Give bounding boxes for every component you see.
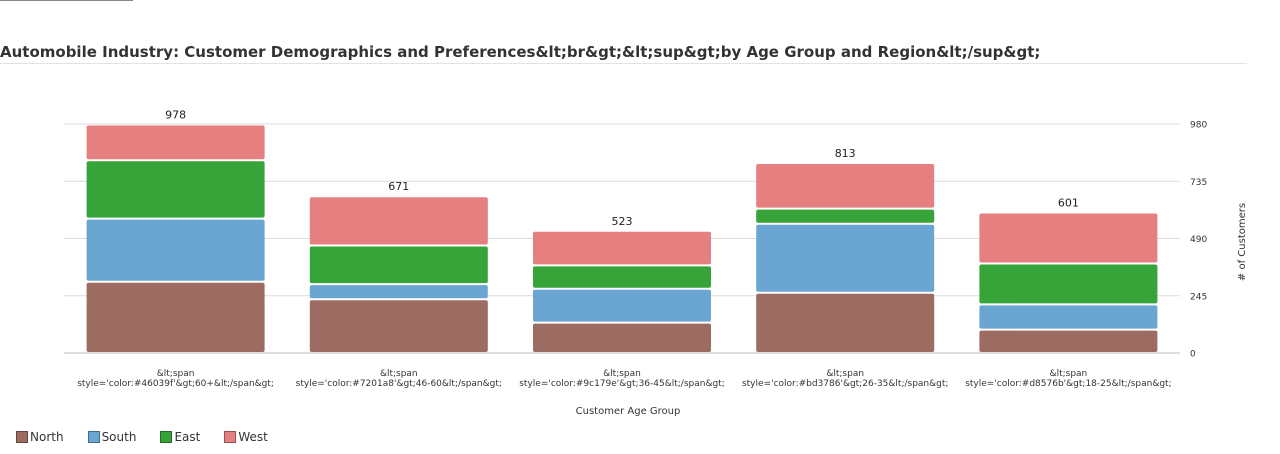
x-tick-label: style='color:#bd3786'&gt;26-35&lt;/span&… — [742, 379, 948, 389]
top-rule — [0, 0, 133, 1]
x-tick-label: style='color:#d8576b'&gt;18-25&lt;/span&… — [965, 379, 1171, 389]
y-tick-label: 490 — [1190, 235, 1207, 245]
x-tick-label: &lt;span — [603, 369, 641, 379]
legend: North South East West — [16, 430, 268, 444]
y-axis-label: # of Customers — [1237, 203, 1248, 281]
y-tick-label: 735 — [1190, 178, 1207, 188]
x-tick-label: &lt;span — [157, 369, 195, 379]
x-tick-label: &lt;span — [826, 369, 864, 379]
bar-segment-south — [309, 285, 488, 299]
x-axis-label: Customer Age Group — [576, 406, 681, 417]
bar-total-label: 523 — [612, 215, 633, 228]
bar-segment-west — [756, 164, 935, 208]
bar-segment-east — [309, 246, 488, 284]
bar-total-label: 978 — [165, 108, 186, 121]
bar-total-label: 813 — [835, 147, 856, 160]
legend-swatch — [160, 431, 173, 443]
bar-segment-north — [309, 300, 488, 352]
bar-segment-south — [979, 305, 1158, 329]
legend-label: East — [174, 430, 201, 444]
bar-segment-north — [756, 293, 935, 352]
bar-segment-north — [86, 282, 265, 352]
y-tick-label: 245 — [1190, 292, 1207, 302]
legend-swatch — [224, 431, 237, 443]
bar-total-label: 601 — [1058, 197, 1079, 210]
bar-segment-west — [533, 231, 711, 265]
x-tick-label: style='color:#9c179e'&gt;36-45&lt;/span&… — [519, 379, 725, 389]
legend-label: West — [238, 430, 268, 444]
bar-segment-north — [533, 323, 711, 352]
x-tick-label: &lt;span — [380, 369, 418, 379]
legend-swatch — [16, 431, 28, 443]
bar-total-label: 671 — [388, 180, 409, 193]
title-divider — [0, 63, 1247, 64]
legend-item-south[interactable]: South — [87, 430, 137, 444]
bar-segment-north — [979, 330, 1158, 352]
y-tick-label: 0 — [1190, 350, 1196, 360]
total-labels: 978 671 523 813 601 — [165, 108, 1079, 227]
bar-segment-east — [756, 209, 935, 223]
bar-segment-east — [979, 264, 1158, 304]
bar-segment-south — [756, 224, 935, 292]
bars — [86, 125, 1158, 352]
legend-label: South — [101, 430, 137, 444]
x-tick-label: style='color:#7201a8'&gt;46-60&lt;/span&… — [296, 379, 502, 389]
x-tick-label: &lt;span — [1050, 369, 1088, 379]
x-tick-label: style='color:#46039f'&gt;60+&lt;/span&gt… — [77, 379, 274, 389]
chart-title: Automobile Industry: Customer Demographi… — [0, 43, 1041, 61]
bar-segment-west — [86, 125, 265, 160]
legend-item-east[interactable]: East — [160, 430, 200, 444]
legend-item-north[interactable]: North — [16, 430, 64, 444]
bar-segment-south — [533, 289, 711, 322]
legend-label: North — [30, 430, 64, 444]
x-axis-ticks: &lt;spanstyle='color:#46039f'&gt;60+&lt;… — [77, 369, 1171, 389]
bar-segment-east — [533, 266, 711, 288]
bar-segment-east — [86, 161, 265, 218]
legend-swatch — [87, 431, 100, 443]
y-axis-ticks: 0 245 490 735 980 — [1190, 121, 1207, 360]
bar-segment-west — [979, 213, 1158, 263]
bar-segment-south — [86, 219, 265, 281]
bar-segment-west — [309, 197, 488, 245]
legend-item-west[interactable]: West — [224, 430, 268, 444]
y-tick-label: 980 — [1190, 121, 1207, 131]
